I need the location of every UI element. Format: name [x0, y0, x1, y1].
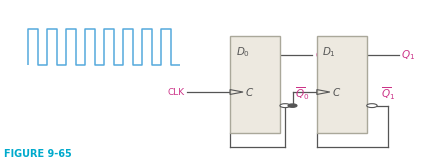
Text: $C$: $C$	[332, 86, 341, 98]
Text: $D_0$: $D_0$	[236, 45, 250, 59]
Bar	[230, 36, 280, 133]
Text: $C$: $C$	[245, 86, 254, 98]
Circle shape	[288, 104, 297, 107]
Text: CLK: CLK	[168, 87, 184, 97]
Text: $Q_1$: $Q_1$	[401, 48, 416, 62]
Text: $D_1$: $D_1$	[322, 45, 336, 59]
Text: FIGURE 9-65: FIGURE 9-65	[4, 149, 72, 159]
Circle shape	[280, 104, 290, 108]
Circle shape	[367, 104, 377, 108]
Text: $\overline{Q}_0$: $\overline{Q}_0$	[295, 86, 309, 102]
Text: $\overline{Q}_1$: $\overline{Q}_1$	[381, 86, 396, 102]
Text: $Q_0$: $Q_0$	[315, 48, 329, 62]
Bar	[317, 36, 367, 133]
